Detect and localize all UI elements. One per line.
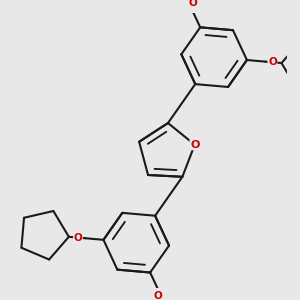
Text: O: O [154,291,162,300]
Text: O: O [268,57,277,67]
Text: O: O [74,233,82,243]
Text: O: O [190,140,200,150]
Text: O: O [188,0,197,8]
